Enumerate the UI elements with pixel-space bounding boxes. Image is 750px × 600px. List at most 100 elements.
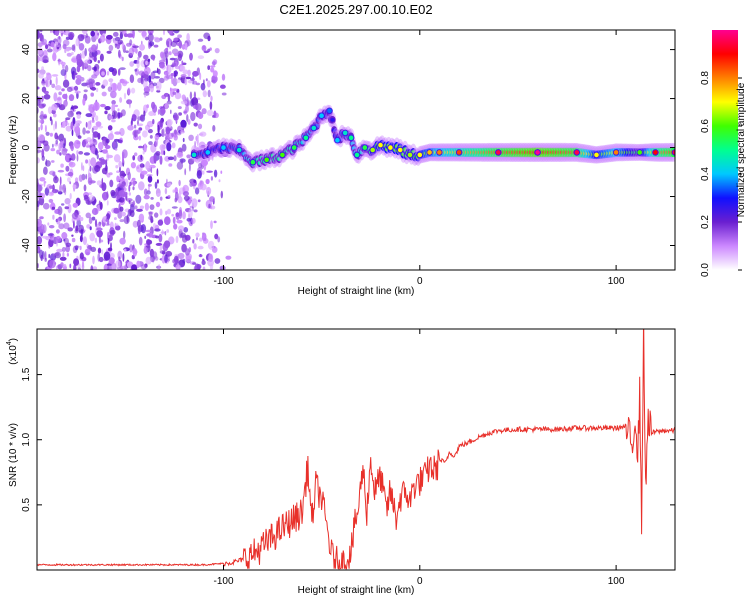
noise-blob	[88, 217, 93, 224]
noise-blob	[106, 34, 113, 40]
noise-blob	[106, 191, 109, 199]
noise-blob	[82, 97, 86, 106]
noise-blob	[170, 73, 175, 77]
noise-blob	[53, 92, 58, 102]
noise-blob	[72, 202, 79, 208]
colorbar-tick-label: 0.6	[700, 119, 711, 133]
noise-blob	[119, 31, 123, 40]
noise-blob	[65, 117, 71, 120]
noise-blob	[39, 177, 46, 182]
noise-blob	[126, 214, 129, 223]
noise-blob	[174, 65, 180, 70]
noise-blob	[40, 254, 43, 261]
noise-blob	[54, 85, 62, 91]
noise-blob	[45, 131, 50, 136]
noise-blob	[174, 197, 178, 203]
noise-blob	[153, 112, 156, 116]
snr-plot-area	[37, 329, 675, 570]
noise-blob	[108, 257, 115, 265]
noise-blob	[150, 215, 154, 224]
noise-blob	[114, 131, 121, 135]
noise-blob	[138, 181, 145, 191]
noise-blob	[79, 252, 84, 260]
noise-blob	[119, 97, 123, 103]
noise-blob	[81, 30, 88, 35]
noise-blob	[116, 175, 120, 183]
noise-blob	[161, 129, 164, 137]
noise-blob	[131, 177, 136, 181]
noise-blob	[145, 60, 148, 66]
noise-blob	[217, 236, 221, 243]
colorbar: 0.0 0.2 0.4 0.6 0.8 Normalized spectral ampl…	[700, 30, 747, 277]
noise-blob	[57, 191, 63, 195]
noise-blob	[192, 70, 199, 77]
noise-blob	[82, 62, 89, 70]
noise-blob	[202, 90, 207, 98]
noise-blob	[41, 95, 44, 102]
noise-blob	[37, 86, 40, 90]
track-point	[426, 149, 433, 156]
noise-blob	[131, 264, 138, 270]
noise-blob	[90, 86, 97, 91]
noise-blob	[102, 149, 108, 154]
noise-blob	[109, 229, 116, 235]
noise-blob	[89, 120, 92, 125]
noise-blob	[105, 138, 110, 144]
noise-blob	[44, 257, 47, 262]
noise-blob	[94, 30, 99, 40]
noise-blob	[167, 37, 171, 42]
noise-blob	[111, 119, 116, 123]
noise-blob	[195, 103, 199, 111]
noise-blob	[76, 154, 79, 162]
noise-blob	[138, 135, 141, 141]
noise-blob	[71, 129, 74, 137]
noise-blob	[174, 129, 177, 135]
noise-blob	[173, 30, 180, 34]
noise-blob	[91, 74, 98, 79]
noise-blob	[83, 184, 87, 192]
noise-blob	[178, 225, 185, 232]
noise-blob	[58, 91, 62, 96]
track-point	[436, 149, 443, 156]
noise-blob	[59, 152, 62, 156]
noise-blob	[90, 246, 97, 252]
noise-blob	[185, 248, 190, 256]
noise-blob	[104, 223, 111, 226]
noise-blob	[105, 213, 111, 221]
noise-blob	[184, 42, 188, 51]
noise-blob	[162, 242, 169, 252]
noise-blob	[154, 212, 159, 218]
noise-blob	[37, 201, 40, 207]
noise-blob	[189, 196, 193, 199]
noise-blob	[128, 184, 131, 192]
noise-blob	[74, 126, 81, 134]
noise-blob	[156, 90, 161, 93]
noise-blob	[85, 252, 90, 256]
noise-blob	[178, 190, 182, 199]
noise-blob	[77, 34, 85, 42]
noise-blob	[71, 234, 74, 237]
noise-blob	[104, 110, 108, 115]
noise-blob	[44, 250, 47, 261]
noise-blob	[108, 115, 113, 120]
noise-blob	[137, 50, 142, 58]
noise-blob	[73, 139, 81, 149]
noise-blob	[147, 58, 151, 62]
noise-blob	[153, 154, 157, 164]
noise-blob	[137, 30, 143, 33]
noise-blob	[208, 253, 214, 263]
noise-blob	[200, 144, 206, 149]
noise-blob	[64, 206, 70, 210]
noise-blob	[68, 94, 75, 102]
x-tick-label: 100	[608, 576, 625, 587]
noise-blob	[147, 128, 153, 134]
noise-blob	[148, 111, 155, 117]
y-tick-label: 20	[21, 93, 32, 105]
noise-blob	[93, 66, 97, 72]
noise-blob	[161, 229, 164, 236]
noise-blob	[149, 232, 153, 238]
noise-blob	[75, 75, 82, 79]
noise-blob	[82, 127, 86, 135]
noise-blob	[50, 30, 52, 34]
